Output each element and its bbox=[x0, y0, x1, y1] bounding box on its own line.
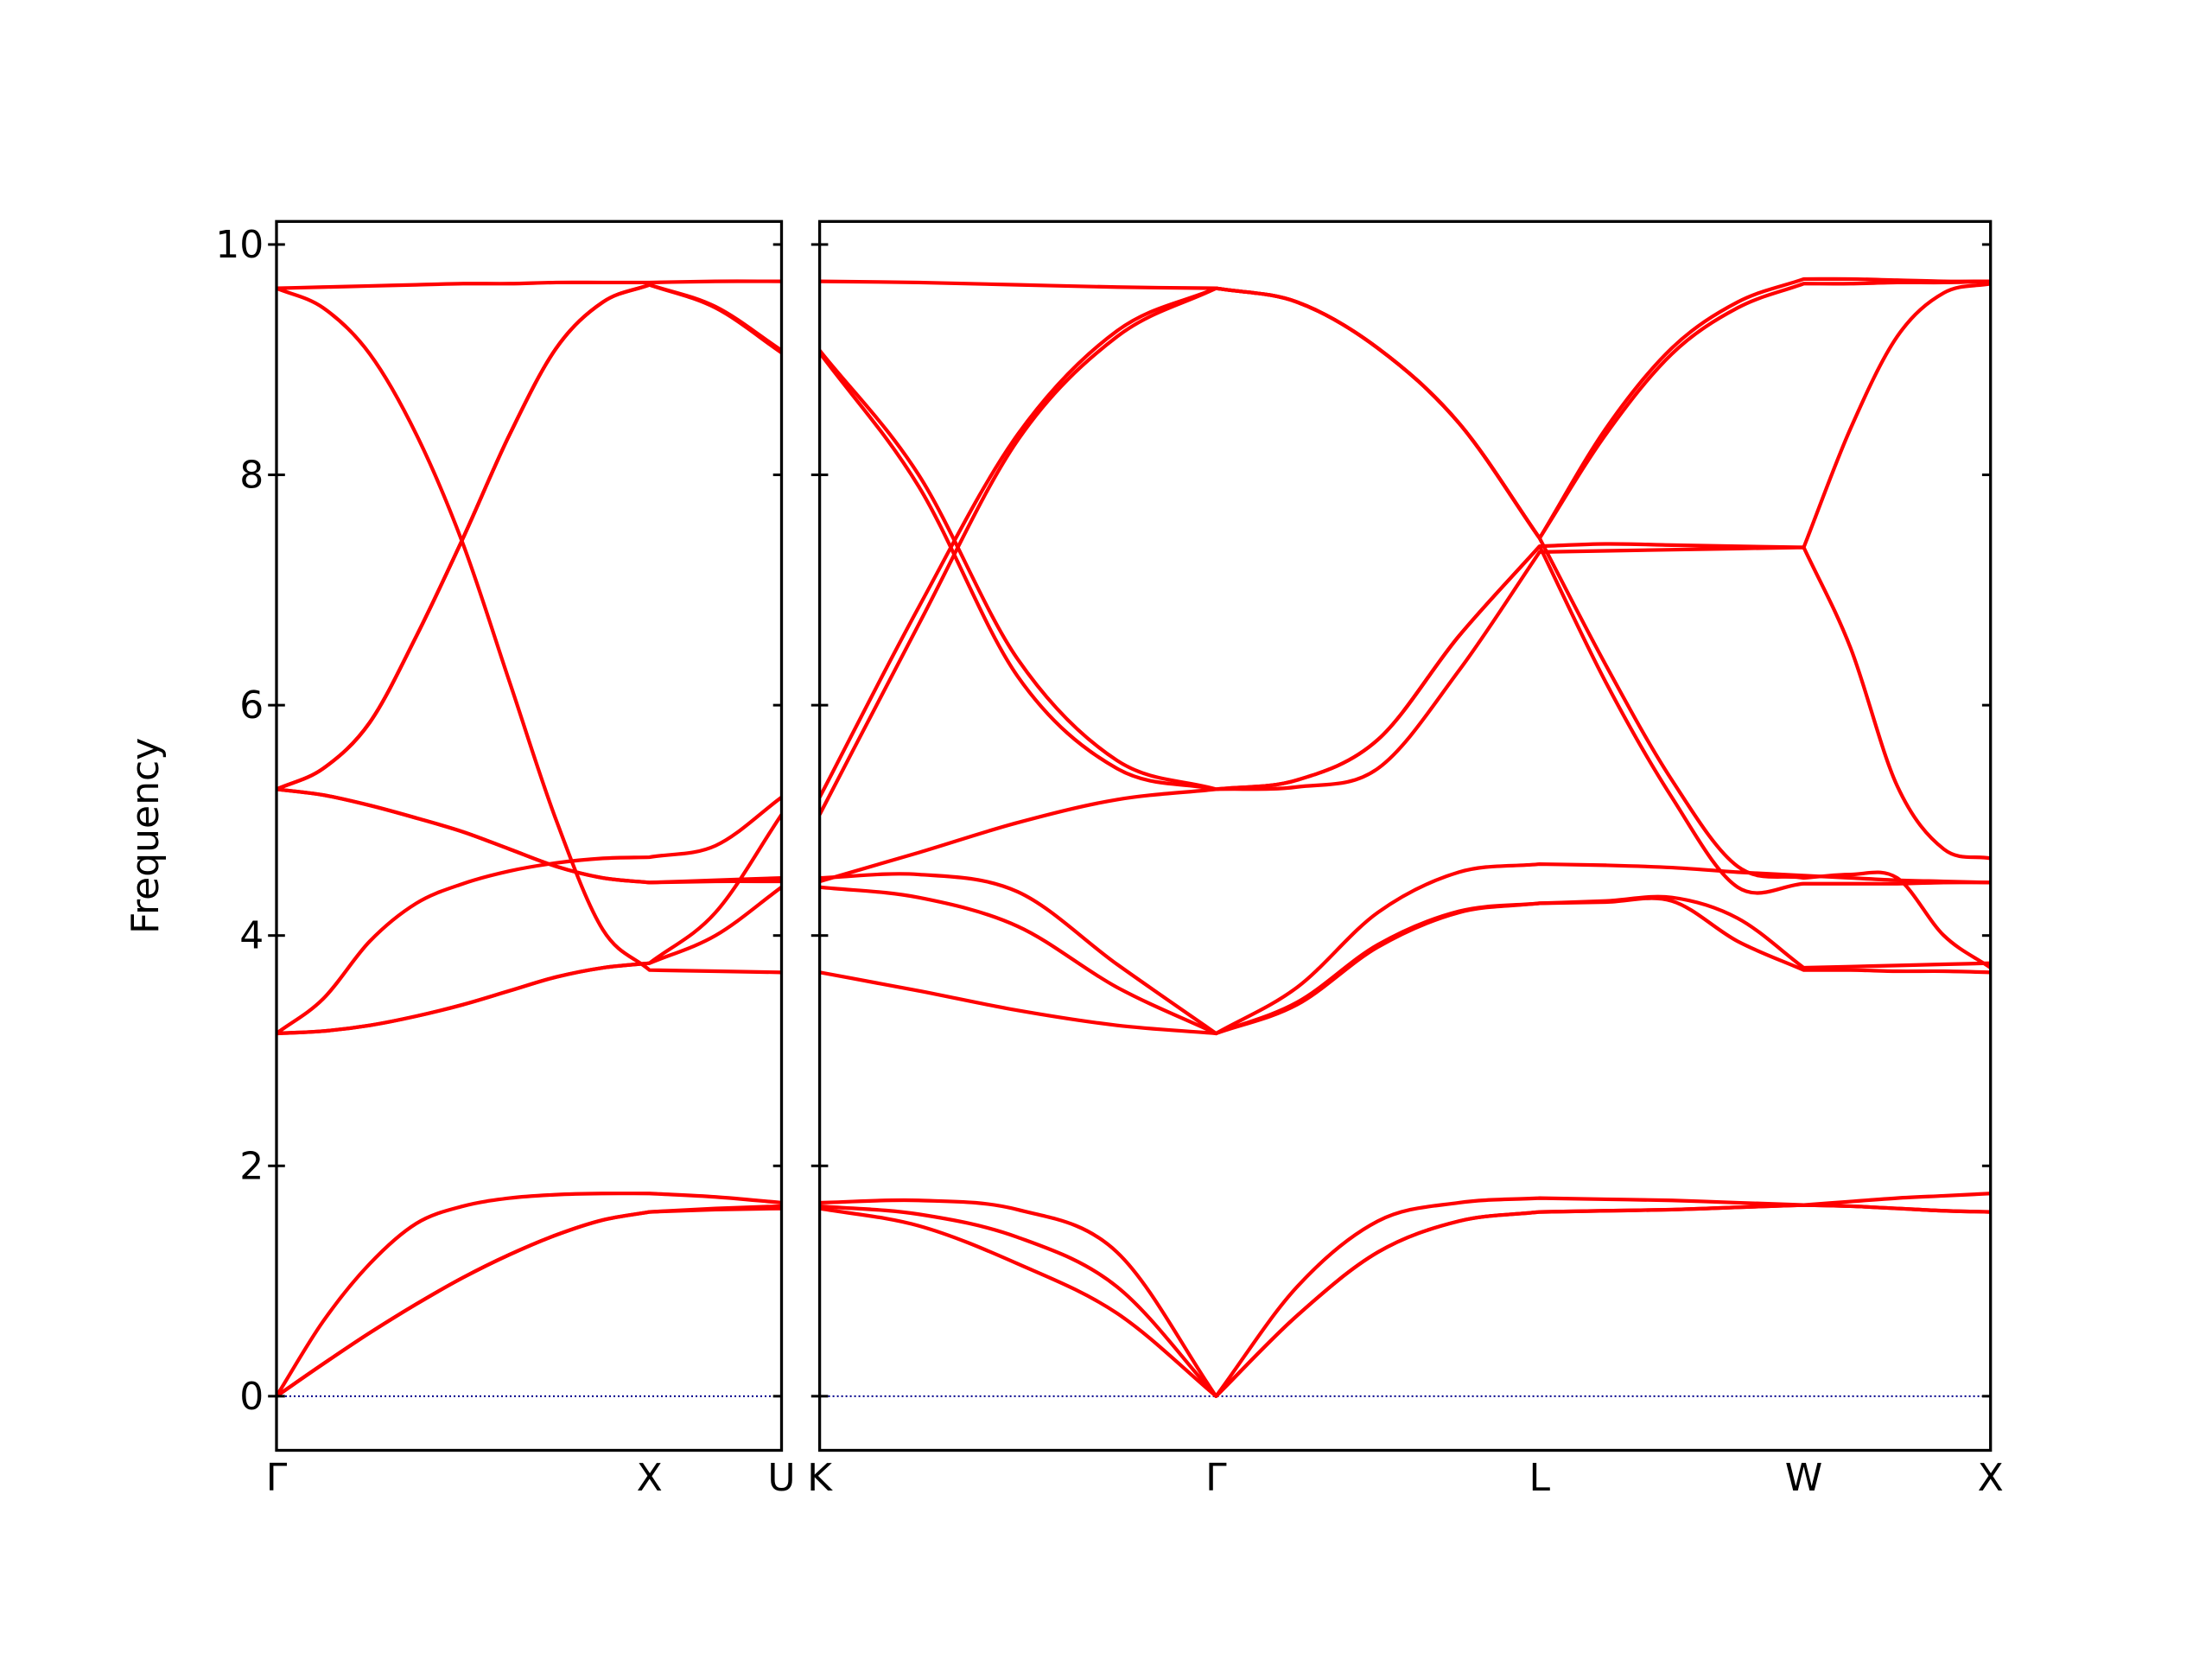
x-tick-label: L bbox=[1529, 1456, 1551, 1500]
y-axis-label: Frequency bbox=[124, 738, 168, 934]
y-tick-label: 8 bbox=[239, 454, 264, 498]
y-tick-label: 4 bbox=[239, 914, 264, 958]
band-line bbox=[276, 813, 782, 1036]
x-tick-label: X bbox=[637, 1456, 663, 1500]
x-tick-label: X bbox=[1978, 1456, 2004, 1500]
band-line bbox=[276, 796, 782, 1035]
band-line bbox=[820, 286, 1991, 969]
band-line bbox=[820, 282, 1991, 791]
y-tick-label: 6 bbox=[239, 683, 264, 728]
band-line bbox=[820, 1192, 1991, 1398]
band-line bbox=[820, 276, 1991, 540]
band-line bbox=[276, 283, 782, 791]
band-line bbox=[276, 1192, 782, 1397]
x-tick-label: W bbox=[1785, 1456, 1823, 1500]
band-line bbox=[820, 885, 1991, 1036]
plot-area bbox=[820, 276, 1991, 1398]
y-tick-label: 2 bbox=[239, 1144, 264, 1188]
band-line bbox=[820, 1203, 1991, 1398]
y-tick-label: 10 bbox=[215, 223, 264, 267]
band-line bbox=[276, 279, 782, 290]
band-line bbox=[276, 286, 782, 975]
x-tick-label: Γ bbox=[1205, 1456, 1227, 1500]
x-tick-label: Γ bbox=[266, 1456, 288, 1500]
band-line bbox=[820, 861, 1991, 1036]
band-line bbox=[820, 545, 1991, 884]
band-line bbox=[276, 1204, 782, 1398]
axes-frame bbox=[817, 219, 1993, 1452]
band-line bbox=[276, 283, 782, 791]
band-line bbox=[276, 1206, 782, 1398]
plot-area bbox=[276, 279, 782, 1398]
band-line bbox=[820, 279, 1991, 798]
band-line bbox=[276, 787, 782, 885]
y-tick-label: 0 bbox=[239, 1375, 264, 1419]
band-line bbox=[820, 1203, 1991, 1398]
x-tick-label: K bbox=[807, 1456, 833, 1500]
axes-frame bbox=[275, 219, 784, 1452]
x-tick-label: U bbox=[767, 1456, 795, 1500]
